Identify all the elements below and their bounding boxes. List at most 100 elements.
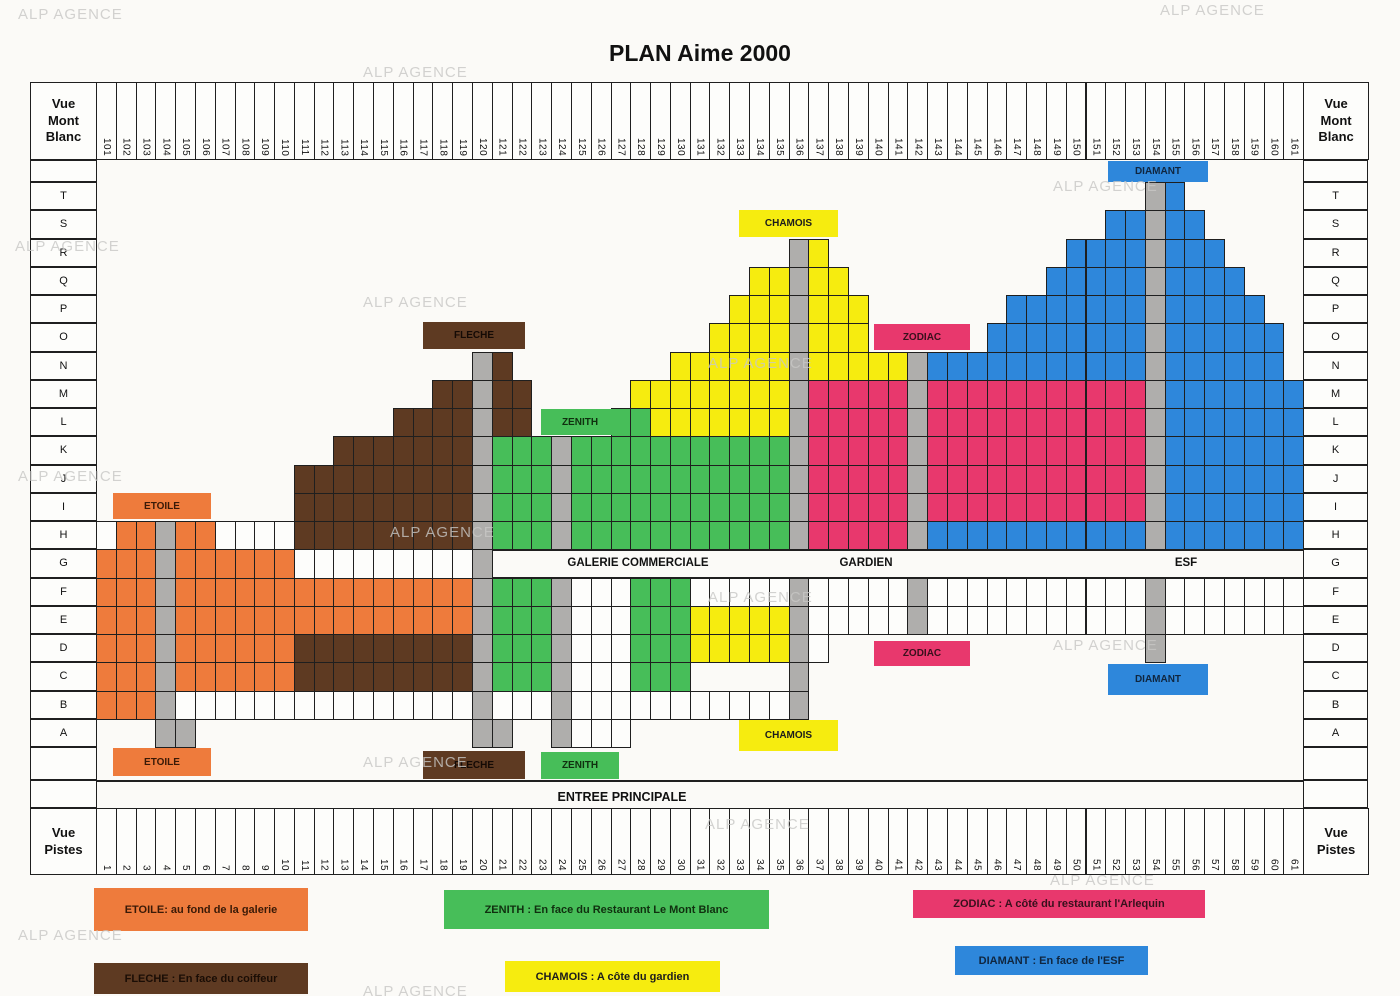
grid-cell-B26 [590, 690, 612, 720]
top-header-number: 103 [140, 137, 152, 156]
grid-cell-E15 [373, 605, 394, 635]
grid-cell-F52 [1105, 577, 1127, 607]
grid-cell-K13 [333, 436, 355, 466]
grid-cell-E58 [1224, 605, 1245, 635]
row-label-right-E: E [1303, 605, 1368, 634]
grid-cell-Q37 [808, 266, 830, 296]
grid-cell-N49 [1045, 351, 1067, 381]
grid-cell-H49 [1045, 521, 1067, 551]
top-header-col-136: 136 [788, 82, 810, 160]
grid-cell-M53 [1125, 379, 1146, 409]
grid-cell-H48 [1026, 521, 1047, 551]
grid-cell-F49 [1045, 577, 1067, 607]
grid-cell-I33 [729, 492, 751, 522]
grid-cell-F38 [828, 577, 849, 607]
grid-cell-N56 [1184, 351, 1206, 381]
grid-cell-N41 [887, 351, 909, 381]
grid-cell-K33 [729, 436, 751, 466]
top-header-col-102: 102 [115, 82, 137, 160]
bottom-header-col-17: 17 [412, 808, 434, 875]
top-header-col-121: 121 [491, 82, 513, 160]
grid-cell-I41 [887, 492, 909, 522]
grid-cell-F41 [887, 577, 909, 607]
grid-cell-Q54 [1144, 266, 1166, 296]
grid-cell-L44 [946, 408, 968, 438]
grid-cell-H8 [234, 521, 256, 551]
grid-cell-J23 [531, 464, 553, 494]
grid-cell-K50 [1065, 436, 1087, 466]
grid-cell-I28 [630, 492, 652, 522]
grid-cell-G6 [194, 549, 216, 579]
grid-cell-I34 [749, 492, 770, 522]
grid-cell-F59 [1243, 577, 1265, 607]
grid-cell-F53 [1125, 577, 1146, 607]
grid-cell-G20 [472, 549, 493, 579]
grid-cell-J49 [1045, 464, 1067, 494]
bottom-header-col-30: 30 [669, 808, 691, 875]
grid-cell-L35 [768, 408, 790, 438]
etoile-upper-label: ETOILE [113, 493, 211, 519]
bottom-header-number: 9 [259, 864, 271, 871]
grid-cell-R36 [788, 238, 810, 268]
grid-cell-I36 [788, 492, 810, 522]
grid-cell-H1 [96, 521, 117, 551]
grid-cell-F3 [135, 577, 157, 607]
entrance-text: ENTREE PRINCIPALE [557, 790, 687, 804]
grid-cell-P59 [1243, 295, 1265, 325]
grid-cell-M52 [1105, 379, 1127, 409]
watermark-alp-agence: ALP AGENCE [708, 355, 813, 372]
grid-cell-S54 [1144, 210, 1166, 240]
grid-cell-P57 [1204, 295, 1226, 325]
grid-cell-B16 [392, 690, 414, 720]
top-header-col-139: 139 [848, 82, 869, 160]
grid-cell-P37 [808, 295, 830, 325]
grid-cell-J30 [669, 464, 691, 494]
top-header-col-154: 154 [1144, 82, 1166, 160]
watermark-alp-agence: ALP AGENCE [1050, 872, 1155, 889]
grid-cell-K52 [1105, 436, 1127, 466]
grid-cell-M30 [669, 379, 691, 409]
grid-cell-H39 [848, 521, 869, 551]
grid-cell-F11 [293, 577, 315, 607]
page-title: PLAN Aime 2000 [609, 40, 791, 66]
row-label-left-Q: Q [30, 266, 97, 295]
grid-cell-R56 [1184, 238, 1206, 268]
grid-cell-D30 [669, 634, 691, 664]
grid-cell-O58 [1224, 323, 1245, 353]
grid-cell-L46 [986, 408, 1008, 438]
top-header-number: 116 [397, 138, 409, 156]
grid-cell-J54 [1144, 464, 1166, 494]
grid-cell-R57 [1204, 238, 1226, 268]
grid-cell-K32 [709, 436, 731, 466]
grid-cell-H29 [650, 521, 671, 551]
grid-cell-K58 [1224, 436, 1245, 466]
grid-cell-F28 [630, 577, 652, 607]
grid-cell-J31 [689, 464, 711, 494]
bottom-header-col-57: 57 [1204, 808, 1226, 875]
grid-cell-N54 [1144, 351, 1166, 381]
top-header-col-132: 132 [709, 82, 731, 160]
grid-cell-K15 [373, 436, 394, 466]
bottom-header-number: 47 [1011, 858, 1023, 871]
grid-cell-E54 [1144, 605, 1166, 635]
grid-cell-H50 [1065, 521, 1087, 551]
row-label-left-S: S [30, 210, 97, 239]
grid-cell-I23 [531, 492, 553, 522]
row-label-right-N: N [1303, 351, 1368, 380]
grid-cell-F26 [590, 577, 612, 607]
grid-cell-C17 [412, 662, 434, 692]
top-header-col-115: 115 [373, 82, 394, 160]
bottom-header-col-46: 46 [986, 808, 1008, 875]
grid-cell-J55 [1164, 464, 1186, 494]
grid-cell-M39 [848, 379, 869, 409]
grid-cell-B30 [669, 690, 691, 720]
grid-cell-O35 [768, 323, 790, 353]
grid-cell-R52 [1105, 238, 1127, 268]
grid-cell-E45 [966, 605, 988, 635]
grid-cell-M54 [1144, 379, 1166, 409]
grid-cell-I50 [1065, 492, 1087, 522]
grid-cell-F14 [353, 577, 375, 607]
grid-cell-J45 [966, 464, 988, 494]
grid-cell-G3 [135, 549, 157, 579]
grid-cell-H52 [1105, 521, 1127, 551]
